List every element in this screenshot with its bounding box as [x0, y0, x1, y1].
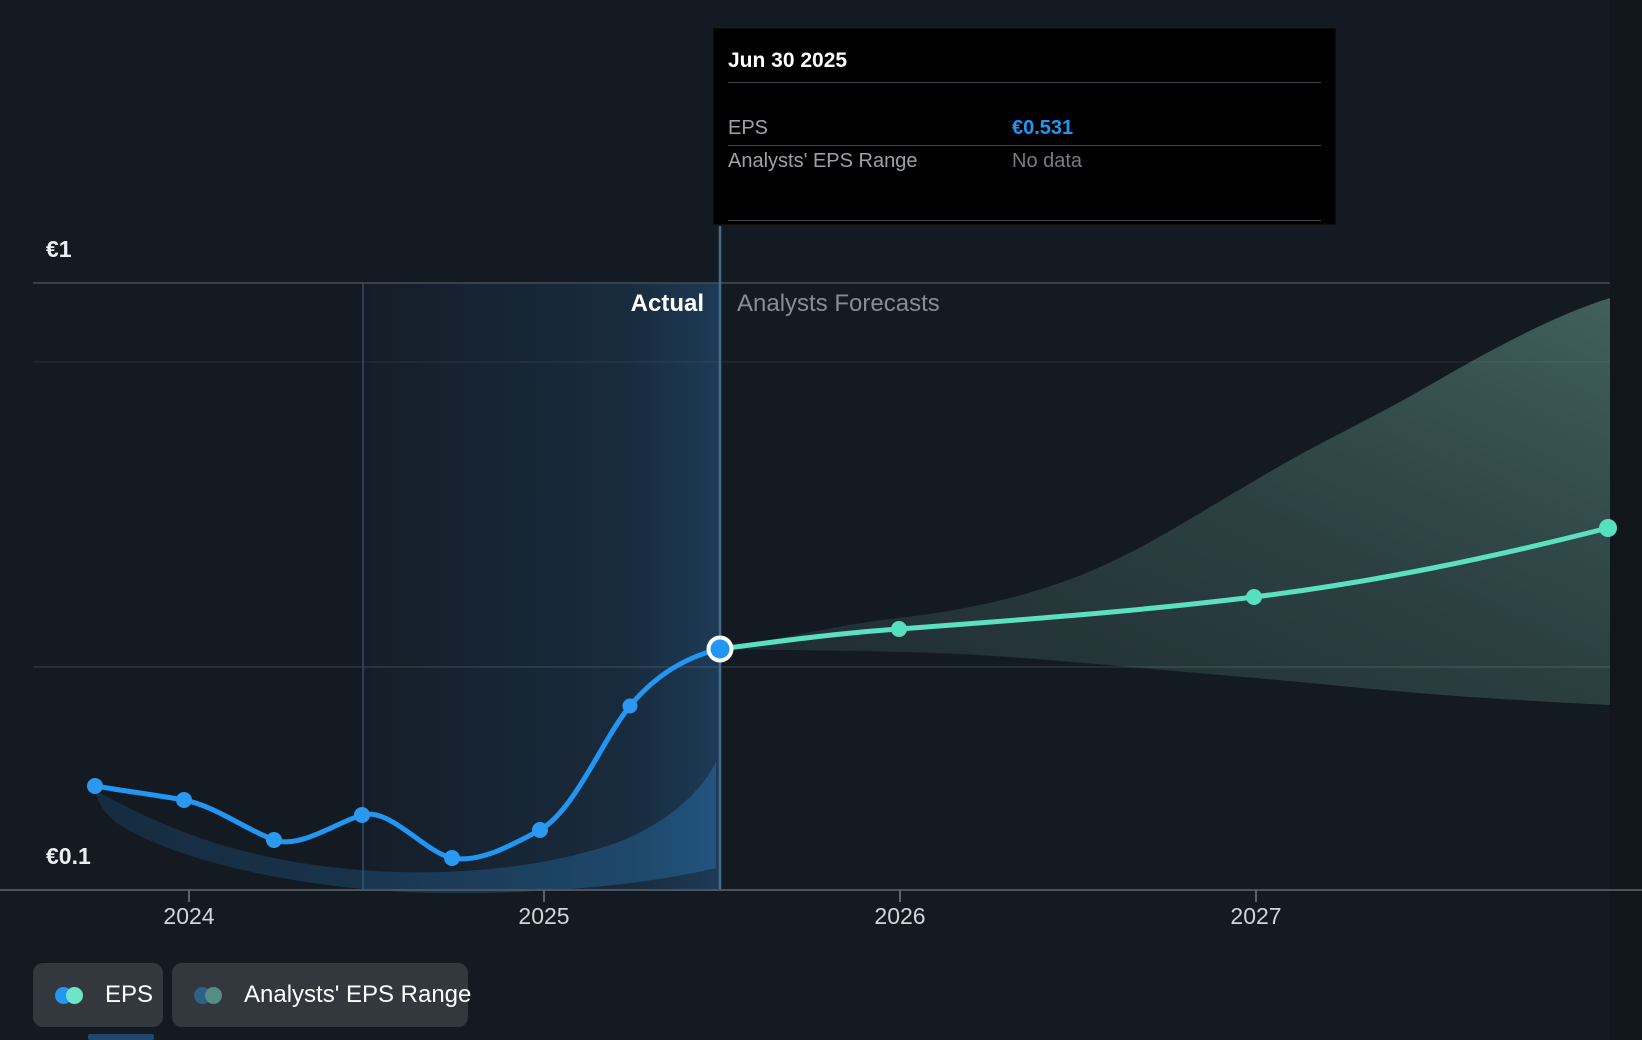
tooltip-divider — [728, 82, 1321, 83]
tooltip-eps-label: EPS — [728, 117, 769, 139]
highlighted-point[interactable] — [706, 635, 734, 663]
tooltip-date-title: Jun 30 2025 — [728, 49, 848, 72]
eps-forecast-line — [717, 525, 1611, 652]
legend-range-label: Analysts' EPS Range — [244, 981, 472, 1008]
range-series-dots-icon — [194, 986, 222, 1004]
eps-range-past-area — [95, 762, 716, 894]
tooltip-divider — [728, 145, 1321, 146]
actual-zone-label: Actual — [630, 290, 704, 317]
chart-tooltip: Jun 30 2025 EPS €0.531 Analysts' EPS Ran… — [713, 28, 1336, 225]
forecast-zone-label: Analysts Forecasts — [737, 290, 940, 317]
plot-right-margin — [1610, 0, 1642, 1040]
x-tick-2024: 2024 — [163, 903, 215, 929]
tooltip-range-label: Analysts' EPS Range — [728, 150, 918, 172]
y-axis-label-bottom: €0.1 — [46, 843, 91, 869]
x-tick-2025: 2025 — [518, 903, 570, 929]
eps-actual-line — [92, 646, 723, 862]
analysts-eps-range-area — [720, 298, 1610, 705]
eps-series-dots-icon — [55, 986, 83, 1004]
legend-eps[interactable]: EPS — [33, 963, 163, 1027]
actual-period-highlight — [363, 283, 720, 890]
eps-actual-points — [87, 698, 638, 866]
eps-forecast-points — [891, 519, 1617, 637]
legend-analysts-eps-range[interactable]: Analysts' EPS Range — [172, 963, 472, 1027]
x-tick-2026: 2026 — [874, 903, 926, 929]
legend-eps-label: EPS — [105, 981, 154, 1008]
tooltip-divider — [728, 220, 1321, 221]
tooltip-range-value: No data — [1012, 150, 1083, 172]
x-axis — [0, 889, 1642, 902]
x-tick-2027: 2027 — [1230, 903, 1282, 929]
scrollbar-stub[interactable] — [88, 1034, 154, 1040]
tooltip-eps-value: €0.531 — [1012, 117, 1074, 139]
y-axis-label-top: €1 — [46, 236, 72, 262]
